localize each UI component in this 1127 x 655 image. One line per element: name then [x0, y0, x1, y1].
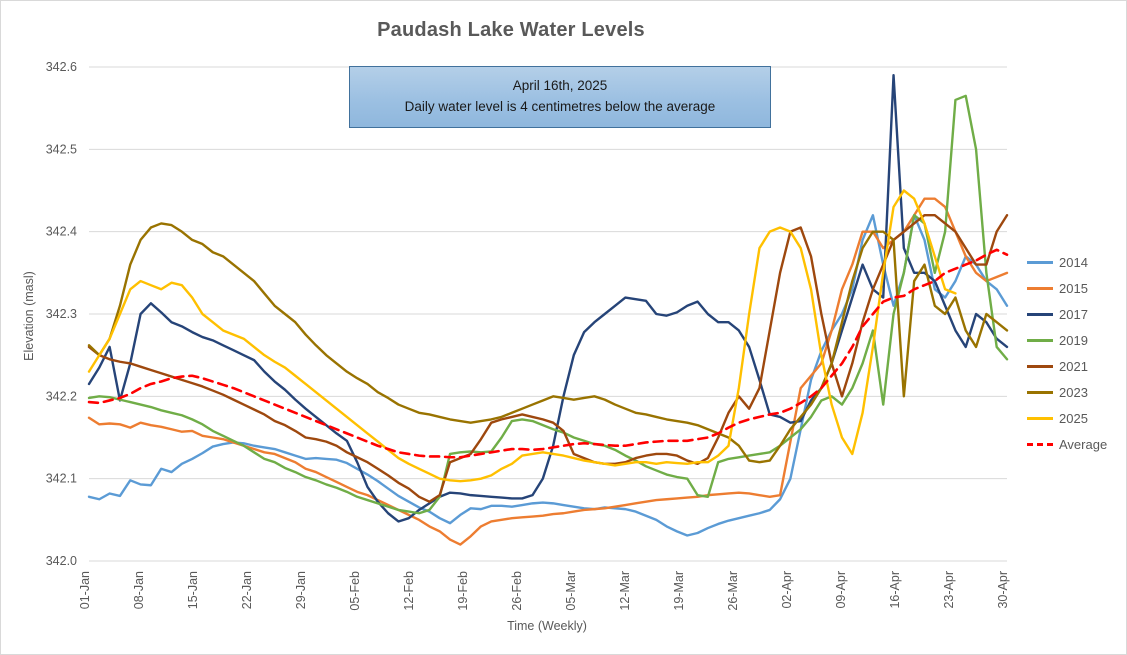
legend-label: 2019 [1059, 332, 1088, 348]
x-axis-tick-label: 05-Mar [564, 571, 578, 611]
x-axis-tick-label: 29-Jan [294, 571, 308, 609]
y-axis-tick-label: 342.6 [46, 60, 77, 74]
legend-label: 2017 [1059, 306, 1088, 322]
legend-swatch-2017 [1027, 312, 1053, 316]
x-axis-tick-label: 12-Feb [402, 571, 416, 611]
x-axis-tick-label: 19-Mar [672, 571, 686, 611]
x-axis-tick-label: 01-Jan [78, 571, 92, 609]
legend-label: 2014 [1059, 254, 1088, 270]
x-axis-tick-label: 15-Jan [186, 571, 200, 609]
x-axis-tick-label: 22-Jan [240, 571, 254, 609]
legend-label: 2023 [1059, 384, 1088, 400]
chart-title: Paudash Lake Water Levels [377, 19, 645, 41]
y-axis-tick-label: 342.0 [46, 554, 77, 568]
x-axis-tick-label: 05-Feb [348, 571, 362, 611]
legend-label: 2025 [1059, 410, 1088, 426]
legend-swatch-2014 [1027, 260, 1053, 264]
legend-swatch-2025 [1027, 416, 1053, 420]
series-line-2023 [87, 222, 1009, 464]
x-axis-tick-label: 23-Apr [942, 571, 956, 609]
series-line-2021 [87, 214, 1009, 503]
series-line-2019 [87, 94, 1009, 515]
legend-item-2017[interactable]: 2017 [1027, 301, 1126, 327]
legend-item-2023[interactable]: 2023 [1027, 379, 1126, 405]
series-line-2025 [87, 189, 957, 483]
legend-item-2015[interactable]: 2015 [1027, 275, 1126, 301]
x-axis-tick-label: 30-Apr [996, 571, 1010, 609]
legend-item-2019[interactable]: 2019 [1027, 327, 1126, 353]
series-line-2017 [87, 74, 1009, 523]
chart-legend: 2014 2015 2017 2019 2021 2023 2025 Average [1027, 249, 1126, 457]
x-axis-tick-label: 12-Mar [618, 571, 632, 611]
legend-item-average[interactable]: Average [1027, 431, 1126, 457]
x-axis-title: Time (Weekly) [507, 619, 587, 633]
legend-label: 2021 [1059, 358, 1088, 374]
annotation-line-1: April 16th, 2025 [512, 78, 608, 94]
legend-swatch-2023 [1027, 390, 1053, 394]
x-axis-tick-label: 19-Feb [456, 571, 470, 611]
legend-swatch-2021 [1027, 364, 1053, 368]
y-axis-tick-label: 342.5 [46, 142, 77, 156]
x-axis-tick-label: 02-Apr [780, 571, 794, 609]
legend-swatch-average [1027, 442, 1053, 446]
legend-item-2025[interactable]: 2025 [1027, 405, 1126, 431]
y-axis-tick-label: 342.3 [46, 307, 77, 321]
x-axis-tick-label: 26-Mar [726, 571, 740, 611]
x-axis-tick-label: 26-Feb [510, 571, 524, 611]
annotation-callout: April 16th, 2025 Daily water level is 4 … [349, 66, 771, 128]
series-line-average [87, 248, 1009, 459]
x-axis-tick-labels: 01-Jan 08-Jan 15-Jan 22-Jan 29-Jan 05-Feb 12-F… [78, 571, 1010, 611]
y-axis-tick-label: 342.2 [46, 389, 77, 403]
y-axis-tick-labels: 342.0 342.1 342.2 342.3 342.4 342.5 342.6 [46, 60, 77, 568]
data-series-group [87, 74, 1009, 546]
legend-item-2014[interactable]: 2014 [1027, 249, 1126, 275]
legend-swatch-2015 [1027, 286, 1053, 290]
y-axis-tick-label: 342.1 [46, 472, 77, 486]
x-axis-tick-label: 08-Jan [132, 571, 146, 609]
legend-label: Average [1059, 436, 1108, 452]
series-line-2014 [87, 214, 1009, 537]
legend-label: 2015 [1059, 280, 1088, 296]
legend-item-2021[interactable]: 2021 [1027, 353, 1126, 379]
y-axis-tick-label: 342.4 [46, 225, 77, 239]
legend-swatch-2019 [1027, 338, 1053, 342]
gridlines [89, 66, 1007, 562]
annotation-line-2: Daily water level is 4 centimetres below… [404, 99, 716, 114]
y-axis-title: Elevation (masl) [22, 271, 36, 361]
x-axis-tick-label: 09-Apr [834, 571, 848, 609]
x-axis-tick-label: 16-Apr [888, 571, 902, 609]
